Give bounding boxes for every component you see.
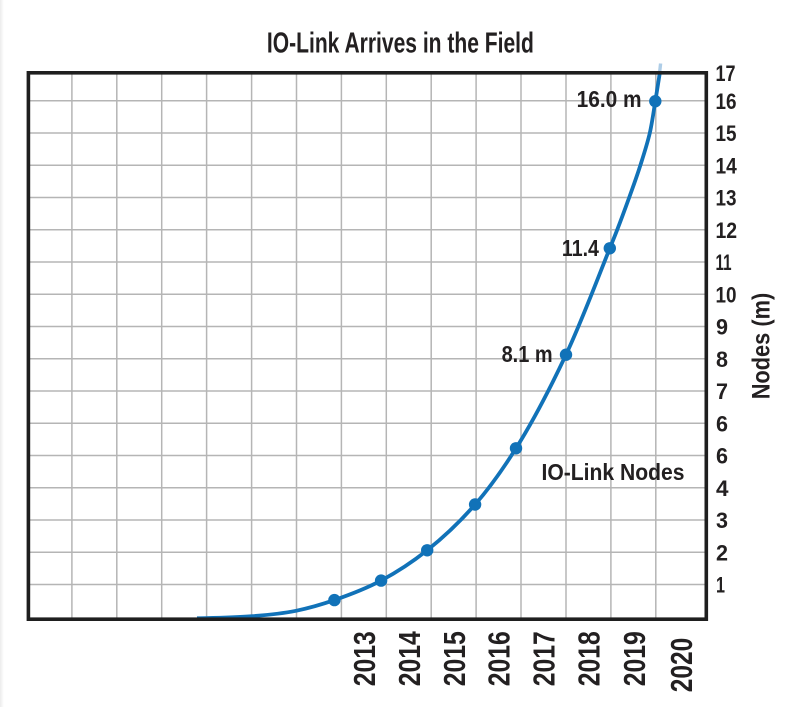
svg-text:13: 13 xyxy=(716,186,737,211)
svg-text:9: 9 xyxy=(716,315,728,340)
svg-text:6: 6 xyxy=(716,411,728,436)
svg-text:2015: 2015 xyxy=(438,631,472,686)
svg-text:2020: 2020 xyxy=(665,638,699,693)
svg-text:16: 16 xyxy=(716,89,737,114)
svg-text:10: 10 xyxy=(716,282,737,307)
svg-text:6: 6 xyxy=(716,444,728,469)
svg-text:17: 17 xyxy=(716,61,736,86)
svg-text:IO-Link Nodes: IO-Link Nodes xyxy=(542,459,685,485)
svg-text:7: 7 xyxy=(716,379,728,404)
svg-text:11: 11 xyxy=(716,250,732,275)
svg-text:1: 1 xyxy=(716,573,725,598)
svg-text:2018: 2018 xyxy=(573,631,607,686)
svg-text:8.1 m: 8.1 m xyxy=(502,341,553,367)
svg-text:12: 12 xyxy=(716,218,738,243)
svg-text:IO-Link Arrives in the Field: IO-Link Arrives in the Field xyxy=(267,27,534,59)
svg-text:2019: 2019 xyxy=(618,631,652,686)
svg-text:3: 3 xyxy=(716,508,728,533)
svg-text:2016: 2016 xyxy=(483,631,517,686)
svg-text:2013: 2013 xyxy=(348,631,382,686)
svg-text:16.0 m: 16.0 m xyxy=(577,86,642,112)
svg-text:14: 14 xyxy=(716,153,738,178)
svg-text:2017: 2017 xyxy=(528,631,562,686)
svg-text:15: 15 xyxy=(716,121,737,146)
svg-text:2: 2 xyxy=(716,540,728,565)
svg-text:2014: 2014 xyxy=(393,631,427,686)
svg-text:Nodes (m): Nodes (m) xyxy=(747,293,775,400)
svg-text:8: 8 xyxy=(716,347,728,372)
svg-text:4: 4 xyxy=(716,476,729,501)
svg-text:11.4: 11.4 xyxy=(562,235,599,261)
